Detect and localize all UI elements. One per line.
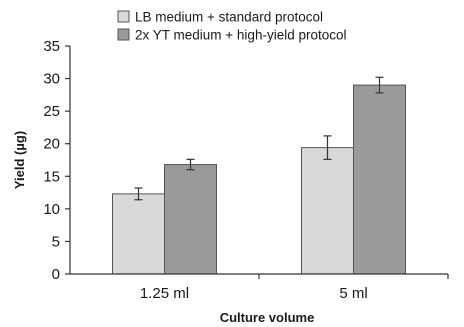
y-tick-label: 5	[52, 233, 60, 250]
y-tick-label: 20	[43, 136, 60, 153]
y-tick-label: 0	[52, 266, 60, 283]
y-tick-label: 25	[43, 103, 60, 120]
x-ticks: 1.25 ml 5 ml	[140, 274, 449, 302]
y-tick-label: 30	[43, 71, 60, 88]
y-axis-title: Yield (µg)	[12, 131, 27, 189]
error-bar	[375, 76, 384, 94]
error-bar	[323, 135, 332, 160]
y-ticks: 0 5 10 15 20 25 30 35	[43, 38, 70, 283]
legend: LB medium + standard protocol 2x YT mediu…	[117, 10, 347, 43]
y-tick-label: 10	[43, 201, 60, 218]
bar	[301, 147, 354, 275]
x-tick-label: 1.25 ml	[140, 285, 189, 302]
legend-swatch	[117, 10, 130, 23]
bar	[164, 164, 217, 275]
error-bar	[134, 187, 143, 201]
error-bars-layer	[134, 76, 384, 201]
bar	[112, 193, 165, 275]
y-tick-label: 35	[43, 38, 60, 55]
bars-layer	[112, 84, 406, 275]
x-tick-label: 5 ml	[339, 285, 367, 302]
legend-swatch	[117, 28, 130, 41]
legend-label: LB medium + standard protocol	[135, 10, 323, 25]
y-tick-label: 15	[43, 168, 60, 185]
x-axis-title: Culture volume	[220, 310, 315, 325]
error-bar	[186, 158, 195, 171]
legend-label: 2x YT medium + high-yield protocol	[135, 28, 347, 43]
bar	[353, 84, 406, 275]
